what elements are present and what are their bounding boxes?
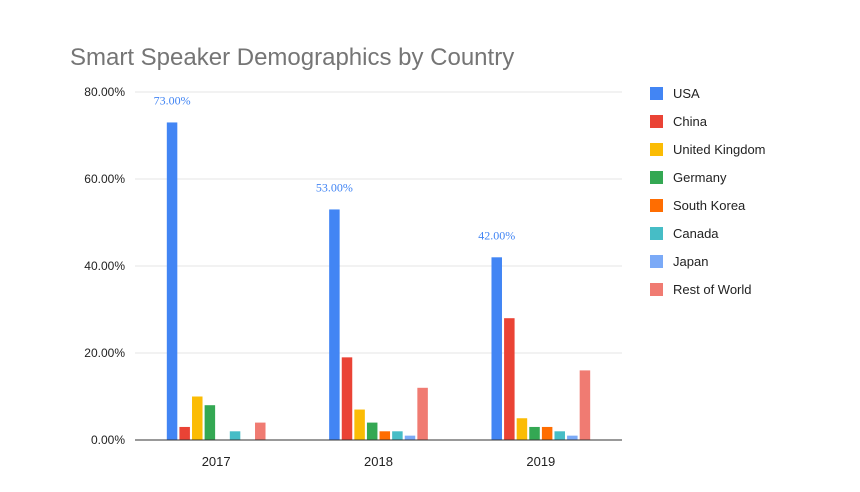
- bar-south-korea-2019: [541, 426, 553, 440]
- bar-japan-2019: [567, 435, 578, 440]
- data-label: 53.00%: [316, 180, 353, 194]
- legend-label: Canada: [673, 226, 719, 241]
- y-tick-label: 0.00%: [91, 433, 125, 447]
- legend-swatch: [650, 143, 663, 156]
- bar-rest-of-world-2018: [417, 387, 428, 440]
- x-axis-categories: 2017 2018 2019: [202, 454, 556, 469]
- bar-china-2018: [341, 357, 353, 440]
- bar-canada-2019: [554, 431, 565, 440]
- x-tick-label: 2017: [202, 454, 231, 469]
- legend-label: Germany: [673, 170, 727, 185]
- legend-swatch: [650, 87, 663, 100]
- legend: USA China United Kingdom Germany South Korea…: [650, 86, 766, 297]
- bar-china-2017: [179, 426, 190, 440]
- legend-swatch: [650, 255, 663, 268]
- legend-swatch: [650, 171, 663, 184]
- bar-germany-2019: [529, 426, 540, 440]
- data-label: 42.00%: [478, 228, 515, 242]
- y-tick-label: 80.00%: [84, 85, 125, 99]
- y-tick-label: 40.00%: [84, 259, 125, 273]
- bar-rest-of-world-2019: [579, 370, 591, 440]
- legend-swatch: [650, 115, 663, 128]
- bar-south-korea-2018: [379, 431, 391, 440]
- bar-usa-2018: [329, 209, 340, 440]
- y-tick-label: 20.00%: [84, 346, 125, 360]
- bar-germany-2017: [204, 405, 216, 440]
- gridlines: [135, 91, 622, 354]
- chart-title: Smart Speaker Demographics by Country: [70, 44, 514, 71]
- bar-rest-of-world-2017: [255, 422, 266, 440]
- bar-united-kingdom-2018: [354, 409, 365, 440]
- bar-canada-2018: [392, 431, 403, 440]
- y-axis-ticks: 0.00% 20.00% 40.00% 60.00% 80.00%: [84, 85, 125, 447]
- x-tick-label: 2019: [526, 454, 555, 469]
- bar-japan-2018: [404, 435, 416, 440]
- bar-united-kingdom-2019: [516, 418, 528, 440]
- data-label: 73.00%: [154, 93, 191, 107]
- legend-swatch: [650, 199, 663, 212]
- y-tick-label: 60.00%: [84, 172, 125, 186]
- bar-usa-2019: [491, 257, 502, 440]
- legend-swatch: [650, 227, 663, 240]
- data-labels: 73.00% 53.00% 42.00%: [154, 93, 516, 242]
- bar-china-2019: [504, 318, 515, 440]
- legend-swatch: [650, 283, 663, 296]
- legend-label: South Korea: [673, 198, 746, 213]
- legend-label: Rest of World: [673, 282, 752, 297]
- bars: [166, 122, 591, 440]
- bar-usa-2017: [166, 122, 178, 440]
- x-tick-label: 2018: [364, 454, 393, 469]
- bar-canada-2017: [229, 431, 241, 440]
- legend-label: USA: [673, 86, 700, 101]
- bar-germany-2018: [366, 422, 378, 440]
- bar-united-kingdom-2017: [192, 396, 203, 440]
- legend-label: Japan: [673, 254, 708, 269]
- legend-label: United Kingdom: [673, 142, 766, 157]
- legend-label: China: [673, 114, 708, 129]
